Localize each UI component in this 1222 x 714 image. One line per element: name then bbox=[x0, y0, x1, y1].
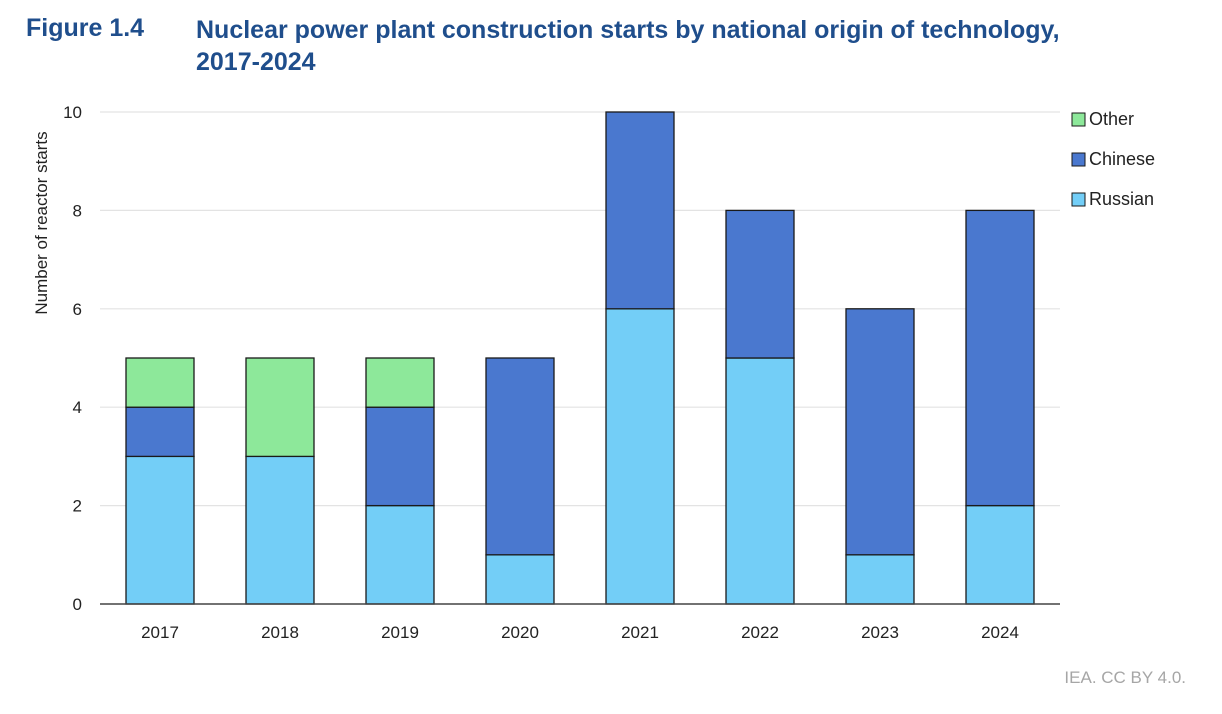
y-tick-label-6: 6 bbox=[73, 300, 82, 319]
y-tick-label-8: 8 bbox=[73, 201, 82, 220]
bar-chinese-2022 bbox=[725, 209, 795, 359]
bar-chinese-2017 bbox=[125, 406, 195, 458]
bar-russian-2021 bbox=[605, 308, 675, 605]
bar-russian-2024 bbox=[965, 504, 1035, 605]
legend-swatch-russian bbox=[1071, 192, 1086, 207]
bar-chinese-2021 bbox=[605, 111, 675, 310]
x-tick-label-2024: 2024 bbox=[981, 623, 1019, 642]
y-axis-label: Number of reactor starts bbox=[32, 131, 51, 314]
x-tick-label-2023: 2023 bbox=[861, 623, 899, 642]
chart-title: Nuclear power plant construction starts … bbox=[196, 14, 1186, 78]
bar-chinese-2020 bbox=[485, 357, 555, 556]
figure-label: Figure 1.4 bbox=[26, 14, 145, 42]
legend-swatch-chinese bbox=[1071, 152, 1086, 167]
legend-swatch-other bbox=[1071, 112, 1086, 127]
y-tick-label-4: 4 bbox=[73, 398, 82, 417]
bar-russian-2017 bbox=[125, 455, 195, 605]
x-tick-label-2017: 2017 bbox=[141, 623, 179, 642]
bar-chinese-2019 bbox=[365, 406, 435, 507]
y-tick-label-10: 10 bbox=[63, 103, 82, 122]
x-tick-label-2022: 2022 bbox=[741, 623, 779, 642]
bar-other-2017 bbox=[125, 357, 195, 408]
legend-label-chinese: Chinese bbox=[1089, 149, 1155, 169]
x-tick-label-2018: 2018 bbox=[261, 623, 299, 642]
bar-chinese-2023 bbox=[845, 308, 915, 556]
x-tick-label-2019: 2019 bbox=[381, 623, 419, 642]
bar-russian-2020 bbox=[485, 554, 555, 605]
chart-title-line-2: 2017-2024 bbox=[196, 48, 316, 76]
bar-russian-2019 bbox=[365, 504, 435, 605]
x-tick-label-2021: 2021 bbox=[621, 623, 659, 642]
bar-russian-2018 bbox=[245, 455, 315, 605]
source-credit: IEA. CC BY 4.0. bbox=[1064, 668, 1186, 687]
y-tick-label-0: 0 bbox=[73, 595, 82, 614]
y-tick-label-2: 2 bbox=[73, 497, 82, 516]
bar-other-2019 bbox=[365, 357, 435, 408]
bar-russian-2022 bbox=[725, 357, 795, 605]
x-tick-label-2020: 2020 bbox=[501, 623, 539, 642]
legend-label-other: Other bbox=[1089, 109, 1134, 129]
bar-chinese-2024 bbox=[965, 209, 1035, 507]
legend-label-russian: Russian bbox=[1089, 189, 1154, 209]
bar-russian-2023 bbox=[845, 554, 915, 605]
chart-title-line-1: Nuclear power plant construction starts … bbox=[196, 16, 1060, 44]
bar-other-2018 bbox=[245, 357, 315, 458]
